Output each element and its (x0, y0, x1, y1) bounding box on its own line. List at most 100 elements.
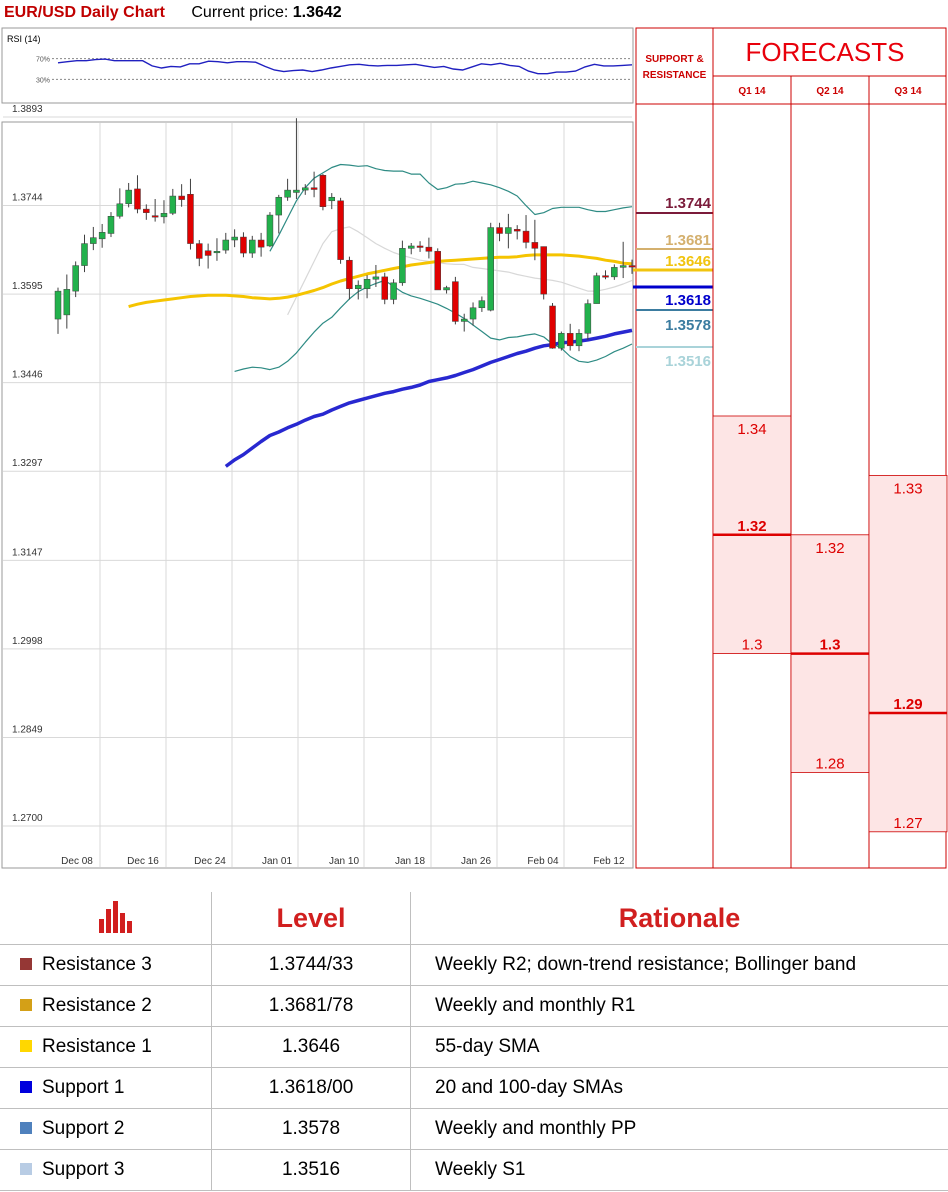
candle (346, 256, 353, 300)
forecast-central-label: 1.3 (820, 637, 841, 654)
x-tick-label: Dec 08 (61, 856, 93, 867)
level-name-cell: Resistance 3 (0, 944, 212, 986)
candle (566, 323, 574, 351)
forecast-range (868, 474, 948, 833)
sr-header-line1: SUPPORT & (645, 54, 703, 65)
level-name-cell: Support 1 (0, 1067, 212, 1109)
sr-level-label: 1.3681 (665, 232, 711, 249)
candle (602, 270, 609, 280)
level-value: 1.3618/00 (211, 1067, 411, 1109)
forecast-central-label: 1.29 (893, 696, 922, 713)
candle (169, 188, 177, 216)
y-tick-label: 1.3893 (12, 104, 43, 115)
candle (434, 248, 441, 291)
candle (90, 226, 97, 251)
candle (266, 212, 274, 248)
forecast-low-label: 1.3 (742, 637, 763, 654)
candle (354, 280, 362, 300)
table-row: Resistance 1 1.3646 55-day SMA (0, 1026, 948, 1068)
level-rationale: Weekly and monthly R1 (410, 985, 948, 1027)
rsi-line (57, 58, 633, 75)
y-tick-label: 1.3744 (12, 193, 43, 204)
candle (125, 182, 132, 208)
x-tick-label: Jan 10 (329, 856, 359, 867)
level-name: Support 2 (42, 1118, 125, 1139)
candle (522, 215, 530, 249)
candle (399, 240, 406, 286)
candle (151, 199, 159, 222)
chart-figure: RSI (14) 70% 30% 1.3893 1.3744 1.3595 1.3446… (1, 27, 948, 869)
candle (63, 274, 71, 329)
candle (496, 222, 503, 242)
forecasts-title: FORECASTS (746, 37, 905, 67)
candle (107, 212, 115, 238)
resistance-2-swatch (20, 998, 32, 1011)
sr-level-label: 1.3516 (665, 353, 711, 370)
candle (407, 242, 415, 255)
level-rationale: 20 and 100-day SMAs (410, 1067, 948, 1109)
candle (72, 261, 79, 298)
candle (469, 302, 477, 326)
candle (372, 264, 380, 287)
table-row: Support 3 1.3516 Weekly S1 (0, 1149, 948, 1191)
candle (584, 299, 592, 340)
y-tick-label: 1.2700 (12, 813, 43, 824)
level-rationale: Weekly and monthly PP (410, 1108, 948, 1150)
table-header-row: Level Rationale (0, 892, 948, 945)
sr-header-line2: RESISTANCE (643, 70, 707, 81)
candle (513, 225, 521, 240)
level-name-cell: Resistance 2 (0, 985, 212, 1027)
x-tick-label: Jan 18 (395, 856, 425, 867)
candle (549, 303, 556, 349)
candle (54, 287, 62, 334)
sr-level-label: 1.3646 (665, 253, 711, 270)
level-value: 1.3681/78 (211, 985, 411, 1027)
candle (478, 296, 486, 312)
sr-level-label: 1.3618 (665, 292, 711, 309)
rsi-label: RSI (14) (7, 34, 41, 44)
forecast-high-label: 1.32 (815, 540, 844, 557)
resistance-1-swatch (20, 1039, 32, 1052)
forecast-low-label: 1.28 (815, 755, 844, 772)
rsi-level-label: 70% (36, 57, 50, 64)
level-name-cell: Support 3 (0, 1149, 212, 1191)
candle (628, 259, 636, 274)
candle (178, 184, 185, 207)
bollinger-lower-line (234, 279, 633, 372)
candle (302, 184, 309, 195)
candle (222, 232, 230, 254)
candle (611, 264, 618, 280)
candle (487, 222, 494, 312)
candle (275, 194, 283, 234)
level-name: Support 3 (42, 1159, 125, 1180)
price-panel (1, 121, 634, 869)
level-name-cell: Resistance 1 (0, 1026, 212, 1068)
sma20-line (287, 226, 633, 316)
support-2-swatch (20, 1121, 32, 1134)
chart-header: EUR/USD Daily Chart Current price: 1.364… (4, 2, 342, 24)
x-tick-label: Dec 24 (194, 856, 226, 867)
candle (381, 272, 388, 305)
candle (452, 276, 459, 325)
candle (204, 243, 212, 269)
forecast-high-label: 1.34 (737, 421, 766, 438)
candle (249, 235, 256, 258)
candle (213, 238, 221, 261)
table-row: Support 1 1.3618/00 20 and 100-day SMAs (0, 1067, 948, 1109)
candle (231, 229, 238, 248)
candle (390, 279, 397, 305)
level-value: 1.3646 (211, 1026, 411, 1068)
x-tick-label: Jan 26 (461, 856, 491, 867)
level-name-cell: Support 2 (0, 1108, 212, 1150)
rationale-column-header: Rationale (410, 892, 948, 945)
candle (134, 175, 141, 214)
candle (593, 272, 600, 304)
table-row: Support 2 1.3578 Weekly and monthly PP (0, 1108, 948, 1150)
candle (293, 118, 300, 200)
y-tick-label: 1.2849 (12, 724, 43, 735)
x-tick-label: Feb 04 (527, 856, 559, 867)
x-tick-label: Jan 01 (262, 856, 292, 867)
candle (160, 200, 168, 224)
level-rationale: Weekly R2; down-trend resistance; Bollin… (410, 944, 948, 986)
forecast-quarter-label: Q2 14 (816, 86, 844, 97)
